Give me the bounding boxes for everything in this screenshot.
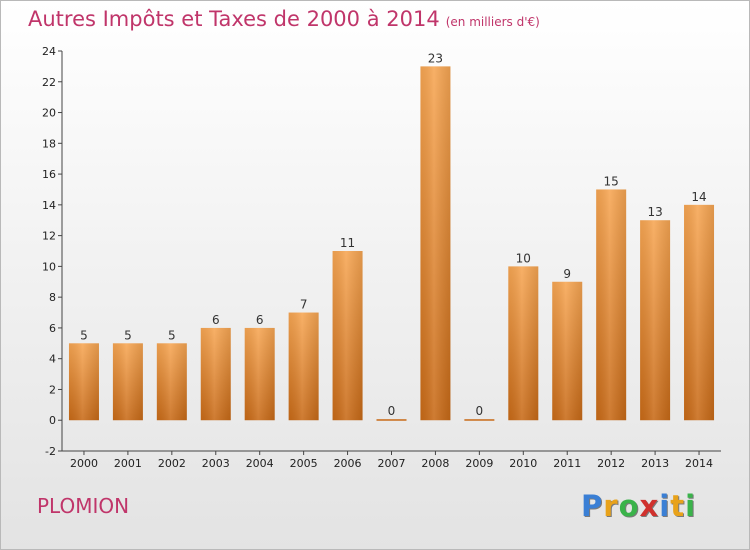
- bar-shading: [684, 204, 715, 421]
- x-tick-label: 2013: [641, 457, 669, 470]
- x-tick-label: 2000: [70, 457, 98, 470]
- x-tick-label: 2014: [685, 457, 713, 470]
- y-tick-label: 22: [42, 76, 56, 89]
- logo-letter: i: [685, 489, 697, 523]
- logo-letter: t: [670, 489, 686, 523]
- x-tick-label: 2011: [553, 457, 581, 470]
- data-label: 5: [80, 328, 88, 342]
- data-label: 0: [388, 404, 396, 418]
- x-tick-label: 2008: [421, 457, 449, 470]
- data-label: 9: [563, 267, 571, 281]
- data-label: 5: [168, 328, 176, 342]
- logo-letter: P: [581, 489, 604, 523]
- data-label: 0: [476, 404, 484, 418]
- x-tick-label: 2012: [597, 457, 625, 470]
- y-tick-label: 16: [42, 168, 56, 181]
- data-label: 15: [604, 174, 619, 188]
- x-tick-label: 2002: [158, 457, 186, 470]
- x-tick-label: 2006: [334, 457, 362, 470]
- chart-title: Autres Impôts et Taxes de 2000 à 2014 (en…: [28, 7, 540, 31]
- proxiti-logo: Proxiti: [581, 489, 696, 523]
- data-label: 6: [256, 313, 264, 327]
- y-tick-label: -2: [45, 445, 56, 458]
- bar-shading: [552, 281, 583, 421]
- x-tick-label: 2007: [378, 457, 406, 470]
- x-tick-label: 2001: [114, 457, 142, 470]
- x-tick-label: 2005: [290, 457, 318, 470]
- data-label: 10: [516, 251, 531, 265]
- x-tick-label: 2003: [202, 457, 230, 470]
- bar-shading: [596, 189, 627, 421]
- bar-shading: [332, 251, 363, 421]
- y-tick-label: 0: [49, 414, 56, 427]
- y-tick-label: 2: [49, 383, 56, 396]
- logo-letter: x: [639, 489, 660, 523]
- y-tick-label: 12: [42, 230, 56, 243]
- x-tick-label: 2009: [465, 457, 493, 470]
- logo-letter: r: [603, 489, 619, 523]
- y-tick-label: 8: [49, 291, 56, 304]
- y-tick-label: 18: [42, 137, 56, 150]
- data-label: 13: [647, 205, 662, 219]
- chart-title-text: Autres Impôts et Taxes de 2000 à 2014: [28, 7, 440, 31]
- x-tick-label: 2010: [509, 457, 537, 470]
- data-label: 6: [212, 313, 220, 327]
- bar-shading: [640, 220, 671, 421]
- y-tick-label: 20: [42, 107, 56, 120]
- bar-shading: [508, 266, 539, 421]
- location-name: PLOMION: [37, 494, 130, 518]
- x-tick-label: 2004: [246, 457, 274, 470]
- bar-shading: [288, 312, 319, 421]
- y-tick-label: 14: [42, 199, 56, 212]
- y-tick-label: 6: [49, 322, 56, 335]
- data-label: 14: [691, 190, 706, 204]
- data-label: 7: [300, 298, 308, 312]
- logo-letter: o: [618, 489, 640, 523]
- bar-shading: [68, 343, 99, 421]
- bar: [464, 419, 495, 421]
- data-label: 5: [124, 328, 132, 342]
- logo-letter: i: [659, 489, 671, 523]
- bar-shading: [112, 343, 143, 421]
- bar: [376, 419, 407, 421]
- chart-unit: (en milliers d'€): [445, 15, 540, 29]
- y-tick-label: 4: [49, 353, 56, 366]
- data-label: 11: [340, 236, 355, 250]
- bar-shading: [420, 66, 451, 421]
- bar-shading: [156, 343, 187, 421]
- bar-shading: [200, 327, 231, 421]
- data-label: 23: [428, 51, 443, 65]
- y-tick-label: 10: [42, 260, 56, 273]
- y-tick-label: 24: [42, 45, 56, 58]
- bar-shading: [244, 327, 275, 421]
